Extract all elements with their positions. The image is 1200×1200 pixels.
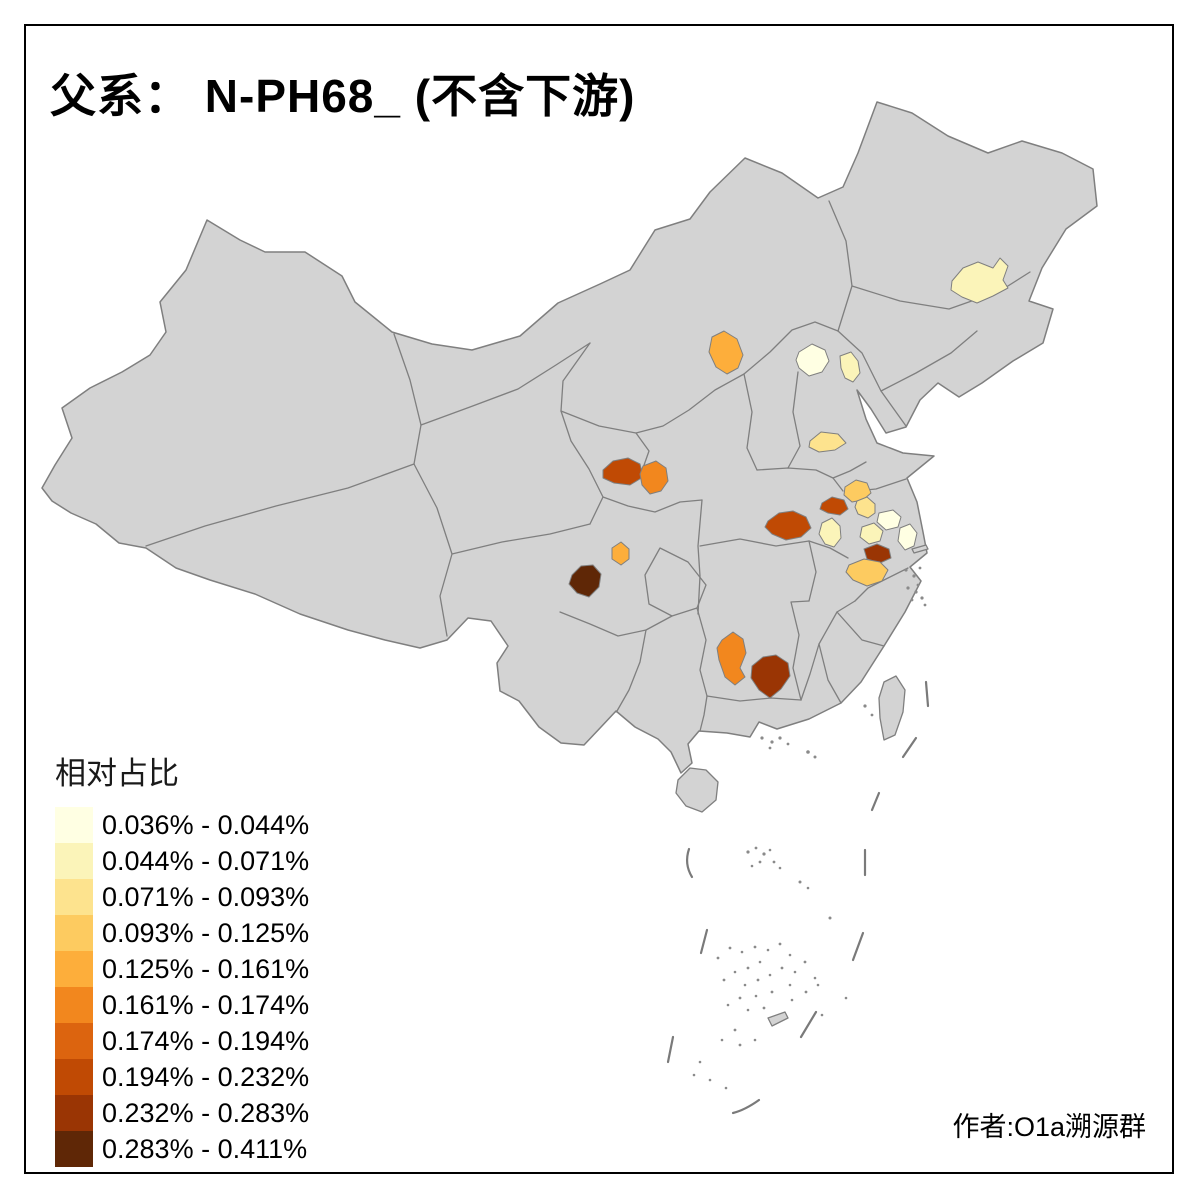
- region-northeast-sichuan: [611, 541, 630, 566]
- legend-row-6: 0.161% - 0.174%: [55, 987, 309, 1023]
- legend-label-6: 0.161% - 0.174%: [102, 989, 310, 1020]
- legend-label-7: 0.174% - 0.194%: [102, 1025, 310, 1056]
- legend-swatch-1: [55, 807, 93, 843]
- legend-row-10: 0.283% - 0.411%: [55, 1131, 309, 1167]
- legend-row-2: 0.044% - 0.071%: [55, 843, 309, 879]
- legend-label-5: 0.125% - 0.161%: [102, 953, 310, 984]
- legend-title: 相对占比: [55, 756, 179, 791]
- region-beijing: [795, 343, 830, 377]
- legend-swatch-9: [55, 1095, 93, 1131]
- taiwan-island: [878, 675, 906, 741]
- province-borders: [145, 200, 1031, 732]
- region-central-henan: [764, 510, 812, 541]
- region-south-hunan: [750, 654, 791, 699]
- legend-row-4: 0.093% - 0.125%: [55, 915, 309, 951]
- legend-swatch-10: [55, 1131, 93, 1167]
- island-dots: [692, 566, 927, 1090]
- region-suqian-jiangsu: [854, 496, 876, 519]
- legend-swatch-8: [55, 1059, 93, 1095]
- spratly-large-islet: [767, 1011, 789, 1027]
- region-nanjing-area: [863, 543, 892, 564]
- legend-rows: 0.036% - 0.044% 0.044% - 0.071% 0.071% - 0…: [55, 807, 309, 1167]
- legend-label-8: 0.194% - 0.232%: [102, 1061, 310, 1092]
- legend-label-2: 0.044% - 0.071%: [102, 845, 310, 876]
- legend-label-1: 0.036% - 0.044%: [102, 809, 310, 840]
- region-coastal-jiangsu-shanghai: [897, 523, 918, 551]
- legend-row-7: 0.174% - 0.194%: [55, 1023, 309, 1059]
- region-harbin-heilongjiang: [950, 257, 1009, 304]
- legend-row-8: 0.194% - 0.232%: [55, 1059, 309, 1095]
- page-title: 父系： N-PH68_ (不含下游): [50, 70, 636, 122]
- hainan-island: [675, 767, 719, 813]
- legend-row-5: 0.125% - 0.161%: [55, 951, 309, 987]
- region-northwest-anhui: [818, 517, 842, 548]
- legend-swatch-6: [55, 987, 93, 1023]
- legend-row-9: 0.232% - 0.283%: [55, 1095, 309, 1131]
- legend-row-3: 0.071% - 0.093%: [55, 879, 309, 915]
- region-southwest-hunan: [716, 631, 747, 686]
- legend-label-4: 0.093% - 0.125%: [102, 917, 310, 948]
- legend-swatch-7: [55, 1023, 93, 1059]
- chongming-island: [911, 544, 929, 554]
- author-credit: 作者:O1a溯源群: [952, 1112, 1146, 1142]
- islands: [675, 544, 929, 1027]
- regions: [568, 257, 1009, 699]
- region-west-sichuan: [568, 564, 602, 598]
- legend-label-9: 0.232% - 0.283%: [102, 1097, 310, 1128]
- region-mid-jiangsu: [859, 522, 884, 545]
- legend-swatch-3: [55, 879, 93, 915]
- legend: 相对占比 0.036% - 0.044% 0.044% - 0.071% 0.071…: [55, 748, 309, 1167]
- legend-label-10: 0.283% - 0.411%: [102, 1133, 308, 1164]
- region-southeast-anhui: [845, 558, 889, 587]
- region-central-shaanxi: [639, 460, 669, 495]
- legend-row-1: 0.036% - 0.044%: [55, 807, 309, 843]
- legend-swatch-4: [55, 915, 93, 951]
- region-ulanqab-inner-mongolia: [708, 330, 744, 375]
- region-tianjin: [839, 351, 861, 383]
- legend-swatch-5: [55, 951, 93, 987]
- legend-swatch-2: [55, 843, 93, 879]
- region-central-jiangsu: [876, 509, 902, 531]
- region-east-henan: [819, 496, 849, 516]
- legend-label-3: 0.071% - 0.093%: [102, 881, 310, 912]
- nine-dash-line: [666, 680, 930, 1115]
- region-west-shandong: [808, 431, 847, 453]
